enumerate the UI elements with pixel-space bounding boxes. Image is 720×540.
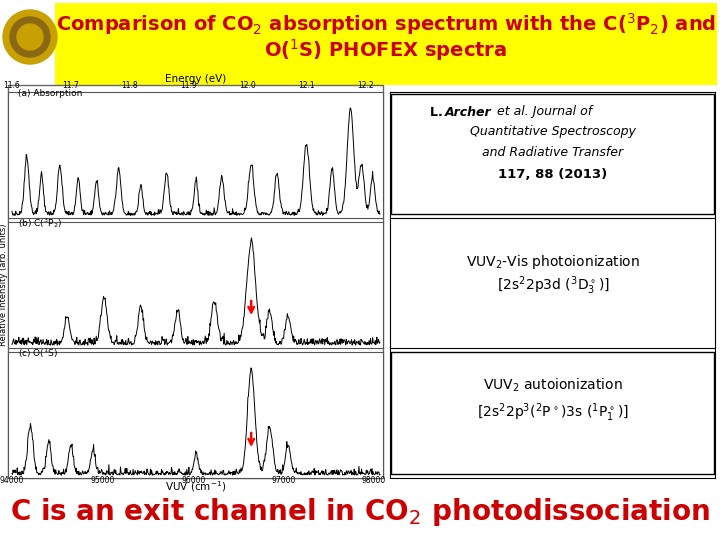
Text: (c) O($^1$S): (c) O($^1$S) (18, 347, 58, 360)
Text: VUV (cm$^{-1}$): VUV (cm$^{-1}$) (166, 478, 227, 494)
Text: 12.1: 12.1 (299, 81, 315, 90)
FancyBboxPatch shape (8, 85, 383, 478)
FancyBboxPatch shape (391, 94, 714, 214)
Text: and Radiative Transfer: and Radiative Transfer (482, 145, 624, 159)
Text: [2s$^2$2p3d ($^3$D$^\circ_3$)]: [2s$^2$2p3d ($^3$D$^\circ_3$)] (497, 275, 609, 298)
Text: 11.8: 11.8 (122, 81, 138, 90)
Text: VUV$_2$-Vis photoionization: VUV$_2$-Vis photoionization (466, 253, 640, 271)
Text: [2s$^2$2p$^3$($^2$P$^\circ$)3s ($^1$P$^\circ_1$)]: [2s$^2$2p$^3$($^2$P$^\circ$)3s ($^1$P$^\… (477, 402, 629, 424)
Text: C is an exit channel in CO$_2$ photodissociation: C is an exit channel in CO$_2$ photodiss… (10, 496, 710, 528)
Text: 117, 88 (2013): 117, 88 (2013) (498, 167, 608, 180)
Text: (a) Absorption: (a) Absorption (18, 89, 82, 98)
Text: 97000: 97000 (272, 476, 296, 485)
Text: 98000: 98000 (362, 476, 386, 485)
Text: 11.6: 11.6 (4, 81, 20, 90)
Text: 96000: 96000 (182, 476, 206, 485)
Text: Relative intensity (arb. units): Relative intensity (arb. units) (0, 224, 9, 346)
Text: 12.0: 12.0 (240, 81, 256, 90)
Text: 11.7: 11.7 (63, 81, 79, 90)
Text: L.: L. (430, 105, 447, 118)
Circle shape (3, 10, 57, 64)
Text: 95000: 95000 (91, 476, 115, 485)
Circle shape (10, 17, 50, 57)
Text: Comparison of CO$_2$ absorption spectrum with the C($^3$P$_2$) and: Comparison of CO$_2$ absorption spectrum… (56, 11, 716, 37)
FancyBboxPatch shape (391, 352, 714, 474)
Text: Archer: Archer (445, 105, 492, 118)
FancyBboxPatch shape (8, 352, 383, 478)
Text: et al. Journal of: et al. Journal of (493, 105, 592, 118)
FancyBboxPatch shape (55, 3, 717, 85)
Circle shape (17, 24, 43, 50)
Text: (b) C($^3$P$_2$): (b) C($^3$P$_2$) (18, 217, 62, 231)
Text: 94000: 94000 (0, 476, 24, 485)
FancyBboxPatch shape (8, 92, 383, 218)
Text: 12.2: 12.2 (358, 81, 374, 90)
FancyBboxPatch shape (8, 222, 383, 348)
Text: Energy (eV): Energy (eV) (166, 74, 227, 84)
Text: 11.9: 11.9 (181, 81, 197, 90)
Text: O($^1$S) PHOFEX spectra: O($^1$S) PHOFEX spectra (264, 37, 508, 63)
Text: VUV$_2$ autoionization: VUV$_2$ autoionization (483, 376, 623, 394)
Text: Quantitative Spectroscopy: Quantitative Spectroscopy (470, 125, 636, 138)
